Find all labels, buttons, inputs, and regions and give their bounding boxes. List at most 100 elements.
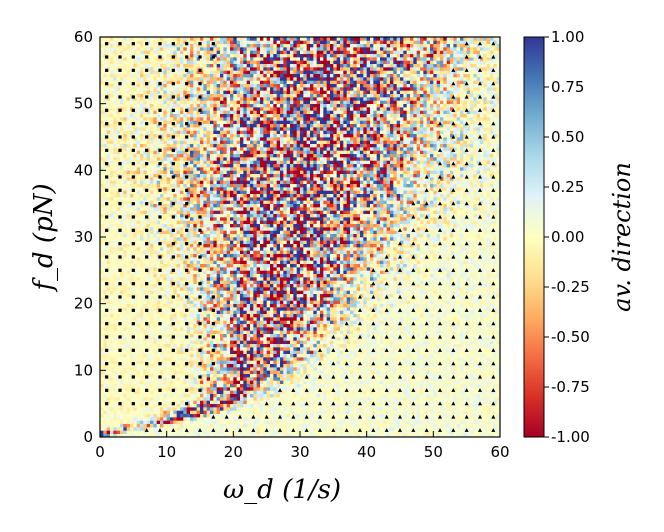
heatmap-cell <box>366 337 371 341</box>
heatmap-cell <box>240 393 244 398</box>
heatmap-cell <box>216 427 221 431</box>
heatmap-cell <box>193 337 198 341</box>
heatmap-cell <box>110 320 114 325</box>
heatmap-cell <box>310 370 314 375</box>
heatmap-cell <box>330 383 334 388</box>
heatmap-cell <box>246 323 251 328</box>
heatmap-cell <box>266 313 271 318</box>
heatmap-cell <box>253 360 258 365</box>
heatmap-cell <box>270 300 274 305</box>
heatmap-cell <box>463 380 468 385</box>
heatmap-cell <box>496 303 500 308</box>
heatmap-cell <box>420 410 424 415</box>
heatmap-cell <box>350 310 354 315</box>
heatmap-cell <box>223 377 228 381</box>
heatmap-cell <box>356 380 361 385</box>
heatmap-cell <box>426 397 431 401</box>
heatmap-cell <box>320 310 324 315</box>
heatmap-cell <box>273 427 278 431</box>
heatmap-cell <box>396 403 401 408</box>
heatmap-cell <box>300 327 304 331</box>
heatmap-cell <box>143 337 148 341</box>
heatmap-cell <box>246 340 251 345</box>
heatmap-cell <box>390 410 394 415</box>
heatmap-cell <box>243 313 248 318</box>
heatmap-cell <box>300 417 304 421</box>
heatmap-cell <box>290 410 294 415</box>
heatmap-cell <box>323 407 328 411</box>
heatmap-cell <box>393 400 398 405</box>
heatmap-cell <box>243 383 248 388</box>
heatmap-cell <box>480 357 484 361</box>
heatmap-cell <box>296 340 301 345</box>
heatmap-cell <box>453 353 458 358</box>
heatmap-cell <box>490 383 494 388</box>
heatmap-cell <box>143 413 148 418</box>
heatmap-cell <box>276 380 281 385</box>
heatmap-cell <box>386 307 391 311</box>
heatmap-cell <box>350 363 354 368</box>
heatmap-cell <box>393 387 398 391</box>
heatmap-cell <box>170 367 174 371</box>
heatmap-cell <box>473 413 478 418</box>
heatmap-cell <box>146 383 151 388</box>
heatmap-cell <box>293 367 298 371</box>
heatmap-cell <box>486 320 491 325</box>
heatmap-cell <box>216 330 221 335</box>
heatmap-cell <box>400 370 404 375</box>
heatmap-cell <box>320 340 324 345</box>
heatmap-cell <box>133 380 138 385</box>
heatmap-cell <box>290 380 294 385</box>
heatmap-cell <box>480 377 484 381</box>
heatmap-cell <box>490 340 494 345</box>
heatmap-cell <box>190 380 194 385</box>
heatmap-cell <box>316 337 321 341</box>
heatmap-cell <box>416 357 421 361</box>
heatmap-cell <box>106 347 111 351</box>
heatmap-cell <box>303 430 308 435</box>
heatmap-cell <box>413 330 418 335</box>
heatmap-cell <box>163 327 168 331</box>
heatmap-cell <box>433 333 438 338</box>
heatmap-cell <box>153 380 158 385</box>
heatmap-cell <box>206 373 211 378</box>
heatmap-cell <box>493 433 498 437</box>
heatmap-cell <box>143 317 148 321</box>
heatmap-cell <box>340 337 344 341</box>
heatmap-cell <box>320 350 324 355</box>
heatmap-cell <box>260 417 264 421</box>
heatmap-cell <box>323 353 328 358</box>
heatmap-cell <box>343 337 348 341</box>
heatmap-cell <box>446 327 451 331</box>
heatmap-cell <box>326 303 331 308</box>
heatmap-cell <box>403 360 408 365</box>
heatmap-cell <box>153 347 158 351</box>
heatmap-cell <box>176 310 181 315</box>
heatmap-cell <box>236 327 241 331</box>
heatmap-cell <box>310 427 314 431</box>
heatmap-cell <box>333 330 338 335</box>
heatmap-cell <box>240 337 244 341</box>
heatmap-cell <box>370 343 374 348</box>
heatmap-cell <box>186 420 191 425</box>
heatmap-cell <box>416 363 421 368</box>
heatmap-cell <box>113 303 118 308</box>
heatmap-cell <box>496 430 500 435</box>
heatmap-cell <box>363 427 368 431</box>
heatmap-cell <box>150 357 154 361</box>
heatmap-cell <box>266 400 271 405</box>
heatmap-cell <box>353 390 358 395</box>
heatmap-cell <box>116 357 121 361</box>
heatmap-cell <box>153 297 158 301</box>
heatmap-cell <box>300 413 304 418</box>
heatmap-cell <box>416 310 421 315</box>
heatmap-cell <box>146 377 151 381</box>
heatmap-cell <box>466 307 471 311</box>
heatmap-cell <box>236 323 241 328</box>
heatmap-cell <box>333 367 338 371</box>
heatmap-cell <box>236 407 241 411</box>
heatmap-cell <box>226 303 231 308</box>
heatmap-cell <box>376 393 381 398</box>
heatmap-cell <box>470 350 474 355</box>
heatmap-cell <box>406 370 411 375</box>
